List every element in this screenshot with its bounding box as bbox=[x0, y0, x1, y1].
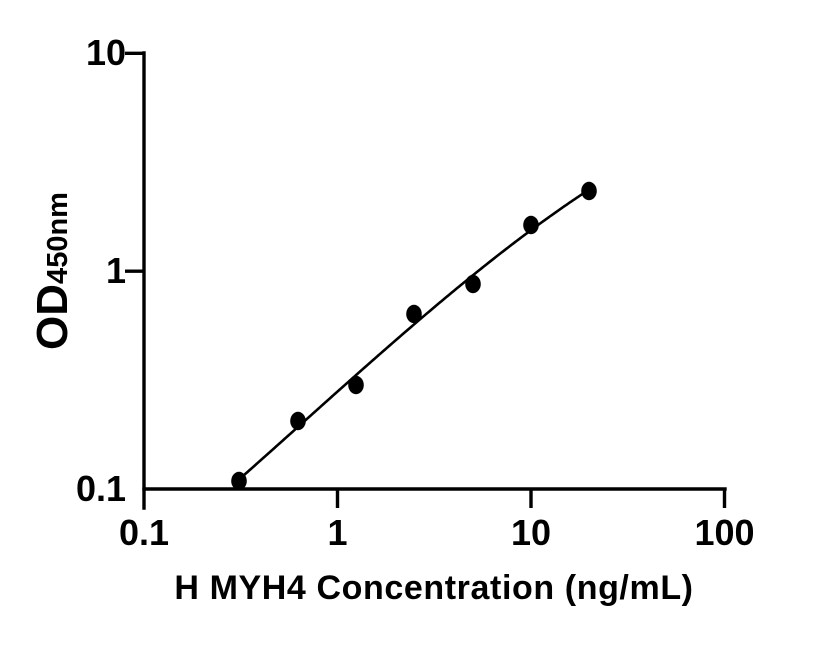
svg-text:1: 1 bbox=[106, 250, 126, 291]
svg-text:10: 10 bbox=[511, 512, 551, 553]
svg-text:10: 10 bbox=[86, 32, 126, 73]
svg-text:0.1: 0.1 bbox=[119, 512, 169, 553]
svg-text:H MYH4 Concentration (ng/mL): H MYH4 Concentration (ng/mL) bbox=[174, 569, 693, 607]
svg-text:0.1: 0.1 bbox=[76, 468, 126, 509]
svg-text:1: 1 bbox=[327, 512, 347, 553]
svg-text:100: 100 bbox=[694, 512, 754, 553]
